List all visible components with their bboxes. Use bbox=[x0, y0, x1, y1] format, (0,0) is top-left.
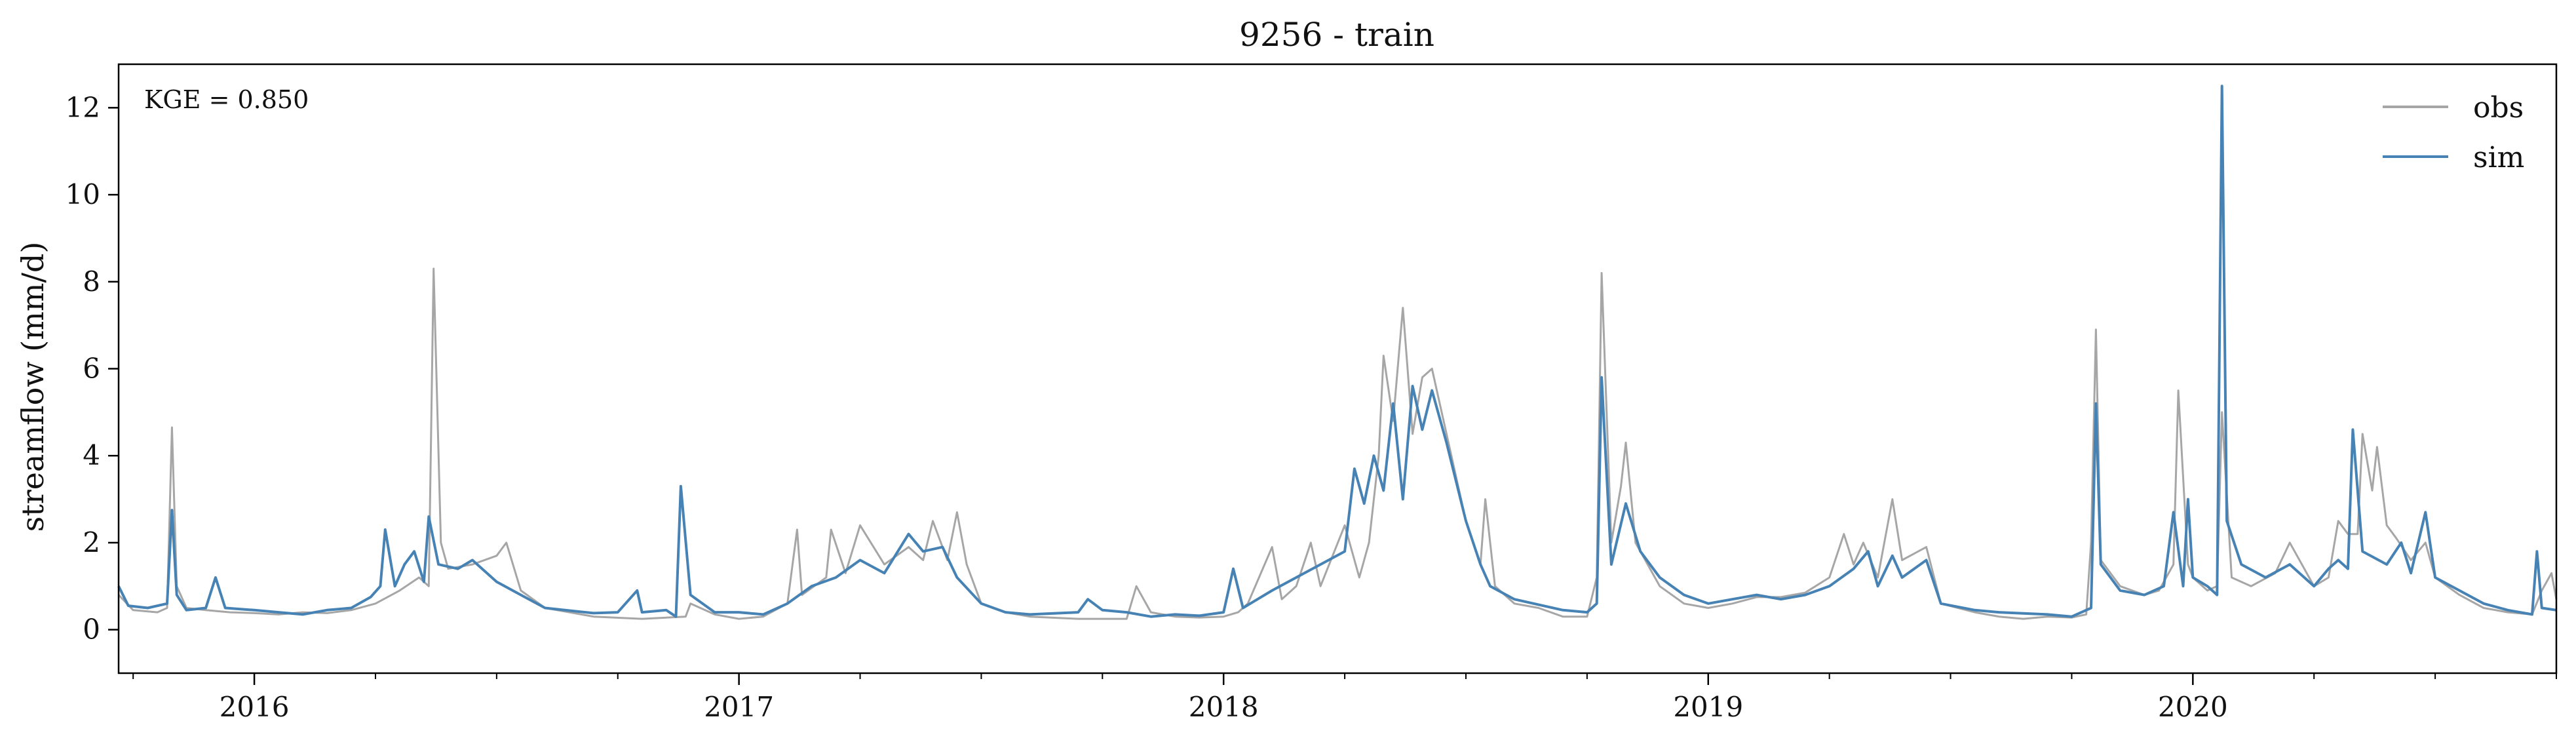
y-axis-ticks: 0 2 4 6 8 10 12 bbox=[66, 91, 119, 646]
x-axis-ticks: 2016 2017 2018 2019 2020 bbox=[132, 673, 2557, 723]
kge-annotation: KGE = 0.850 bbox=[144, 85, 309, 114]
y-tick-label: 8 bbox=[83, 265, 100, 298]
y-tick-label: 6 bbox=[83, 353, 100, 385]
plot-frame bbox=[117, 63, 2558, 674]
x-tick-label: 2017 bbox=[704, 691, 774, 723]
x-tick-label: 2018 bbox=[1189, 691, 1259, 723]
y-axis-label: streamflow (mm/d) bbox=[15, 242, 50, 532]
x-tick-label: 2020 bbox=[2158, 691, 2228, 723]
x-tick-label: 2016 bbox=[220, 691, 290, 723]
y-tick-label: 4 bbox=[83, 439, 100, 471]
y-tick-label: 2 bbox=[83, 526, 100, 558]
y-tick-label: 10 bbox=[66, 178, 100, 210]
chart-title: 9256 - train bbox=[1239, 16, 1434, 54]
y-tick-label: 12 bbox=[66, 91, 100, 123]
series-line-sim bbox=[117, 85, 2557, 618]
series-layer bbox=[117, 85, 2558, 620]
legend: obs sim bbox=[2383, 91, 2524, 174]
legend-label-obs: obs bbox=[2473, 91, 2524, 125]
legend-label-sim: sim bbox=[2473, 141, 2524, 174]
series-line-obs bbox=[117, 267, 2558, 620]
x-tick-label: 2019 bbox=[1673, 691, 1743, 723]
y-tick-label: 0 bbox=[83, 614, 100, 646]
